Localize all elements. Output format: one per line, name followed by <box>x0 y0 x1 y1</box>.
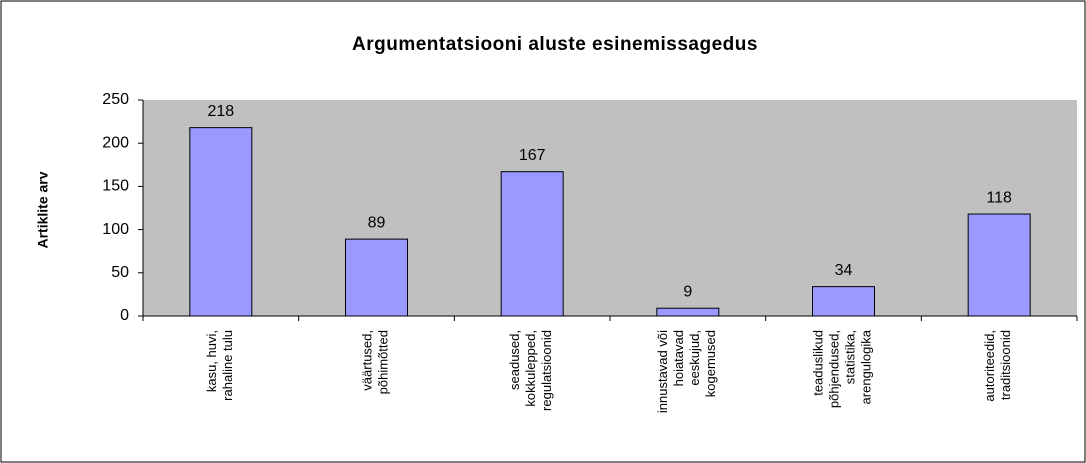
plot-area <box>143 100 1077 316</box>
x-tick-label-line: traditsioonid <box>999 330 1014 400</box>
x-tick-label: teaduslikudpõhjendused,statistika,arengu… <box>811 329 874 408</box>
x-tick-label-line: seadused, <box>508 330 523 390</box>
x-tick-label-line: statistika, <box>843 330 858 384</box>
value-label: 89 <box>368 214 386 231</box>
value-label: 167 <box>519 147 546 164</box>
x-tick-label: seadused,kokkulepped,regulatsioonid <box>508 330 555 411</box>
x-tick-label-line: eeskujud, <box>687 330 702 386</box>
value-label: 218 <box>207 103 234 120</box>
value-label: 118 <box>986 189 1012 206</box>
x-tick-label-line: kasu, huvi, <box>204 330 219 392</box>
x-tick-label-line: rahaline tulu <box>220 330 235 401</box>
y-tick-label: 100 <box>102 221 129 238</box>
y-tick-label: 50 <box>111 264 129 281</box>
y-axis-label: Artiklite arv <box>35 171 51 248</box>
x-tick-label-line: autoriteedid, <box>983 330 998 402</box>
x-tick-label-line: põhjendused, <box>827 330 842 408</box>
bar <box>656 307 720 317</box>
x-tick-label-line: väärtused, <box>360 330 375 391</box>
value-label: 9 <box>683 283 692 300</box>
bar <box>345 238 408 317</box>
y-tick-label: 0 <box>120 307 129 324</box>
x-tick-label-line: kogemused <box>703 330 718 397</box>
x-tick-label: kasu, huvi,rahaline tulu <box>204 330 235 401</box>
x-tick-label: innustavad võihoiatavadeeskujud,kogemuse… <box>655 330 718 413</box>
value-label: 34 <box>835 262 853 279</box>
x-tick-label-line: arengulogika <box>859 329 874 404</box>
bar <box>500 171 564 317</box>
bar <box>812 286 875 317</box>
y-tick-label: 250 <box>102 91 129 108</box>
chart-title: Argumentatsiooni aluste esinemissagedus <box>352 34 758 55</box>
x-tick-label: väärtused,põhimõtted <box>360 330 391 394</box>
y-tick-label: 200 <box>102 134 129 151</box>
x-tick-label-line: teaduslikud <box>811 330 826 396</box>
x-tick-label-line: põhimõtted <box>376 330 391 394</box>
bar <box>967 213 1031 317</box>
bar <box>189 127 253 317</box>
x-tick-label-line: regulatsioonid <box>540 330 555 411</box>
y-tick-label: 150 <box>102 178 129 195</box>
x-tick-label-line: kokkulepped, <box>524 330 539 407</box>
x-tick-label: autoriteedid,traditsioonid <box>983 330 1014 402</box>
x-tick-label-line: innustavad või <box>655 330 670 413</box>
x-tick-label-line: hoiatavad <box>671 330 686 386</box>
